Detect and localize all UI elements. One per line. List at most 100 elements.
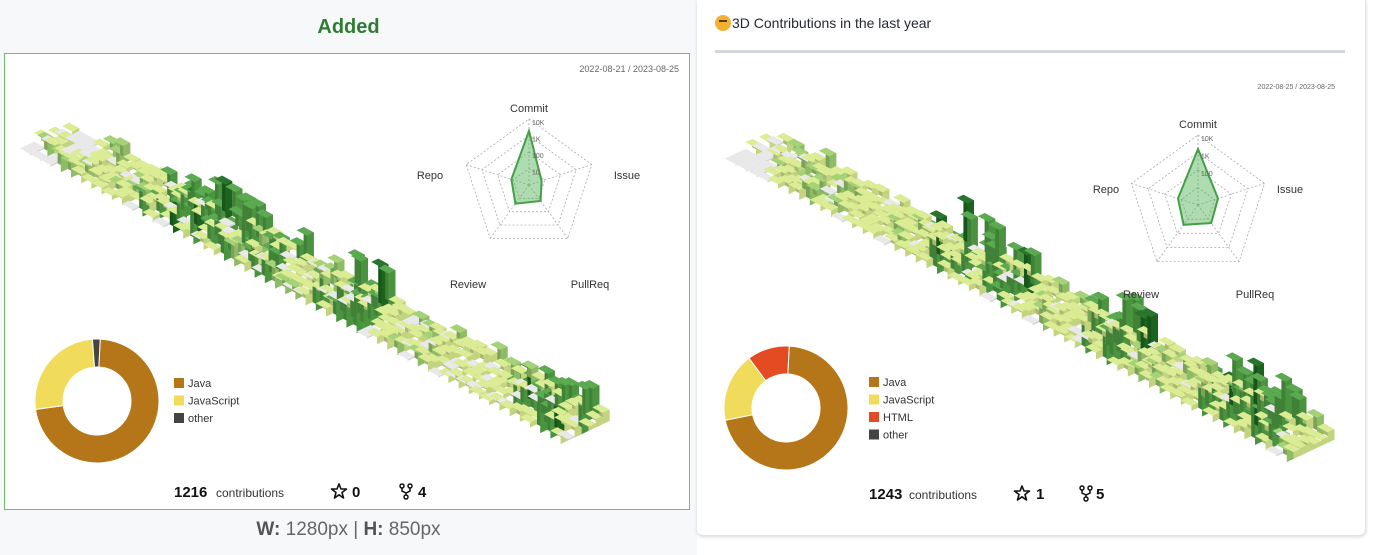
donut-slice bbox=[724, 345, 849, 471]
contribution-block bbox=[173, 221, 191, 239]
contribution-label: contributions bbox=[909, 488, 977, 502]
date-range: 2022-08-25 / 2023-08-25 bbox=[1258, 84, 1336, 91]
right-language-donut bbox=[723, 345, 849, 471]
radar-tick: 10K bbox=[532, 120, 545, 127]
contribution-block bbox=[564, 418, 582, 438]
legend-swatch-other bbox=[174, 413, 184, 423]
contribution-block bbox=[788, 181, 806, 200]
contribution-block bbox=[1018, 302, 1036, 317]
legend-swatch-html bbox=[869, 412, 879, 422]
right-radar-chart: Commit Issue PullReq Review Repo 10K 1K … bbox=[1093, 119, 1303, 301]
radar-tick: 10K bbox=[1201, 136, 1214, 143]
star-count: 1 bbox=[1036, 486, 1044, 503]
emoji-icon bbox=[715, 15, 731, 31]
contribution-block bbox=[113, 137, 131, 164]
contribution-block bbox=[1138, 369, 1156, 388]
donut-slice bbox=[35, 338, 160, 464]
radar-data-area bbox=[1176, 146, 1220, 226]
contribution-block bbox=[1024, 247, 1042, 293]
radar-tick: 100 bbox=[532, 153, 544, 160]
contribution-block bbox=[480, 347, 498, 364]
contribution-block bbox=[585, 410, 603, 428]
contribution-block bbox=[765, 136, 784, 147]
width-label: W: bbox=[256, 519, 281, 540]
left-language-legend: Java JavaScript other bbox=[174, 378, 239, 425]
contribution-block bbox=[1310, 431, 1328, 447]
donut-slice bbox=[748, 345, 790, 382]
contribution-block bbox=[218, 217, 236, 228]
contribution-block bbox=[915, 251, 934, 269]
contribution-block bbox=[1283, 443, 1301, 459]
contribution-block bbox=[578, 418, 596, 431]
contribution-block bbox=[1303, 435, 1321, 450]
radar-data-area bbox=[510, 127, 543, 205]
contribution-block bbox=[152, 217, 170, 228]
height-label: H: bbox=[363, 519, 384, 540]
contribution-block bbox=[234, 254, 252, 273]
contribution-block bbox=[979, 292, 997, 303]
contribution-block bbox=[203, 241, 221, 256]
contribution-block bbox=[873, 235, 891, 246]
radar-tick: 100 bbox=[1201, 171, 1213, 178]
radar-tick: 10 bbox=[532, 170, 540, 177]
contribution-count: 1243 bbox=[869, 486, 902, 503]
contribution-block bbox=[1085, 343, 1103, 360]
left-radar-chart: Commit Issue PullReq Review Repo 10K 1K … bbox=[417, 103, 640, 291]
fork-count: 4 bbox=[418, 484, 427, 501]
radar-label-repo: Repo bbox=[1093, 184, 1119, 196]
left-language-donut bbox=[34, 338, 160, 464]
fork-icon bbox=[399, 483, 413, 500]
contribution-block bbox=[1202, 406, 1220, 423]
radar-label-pullreq: PullReq bbox=[571, 279, 610, 291]
section-header-text: 3D Contributions in the last year bbox=[732, 15, 932, 31]
fork-icon bbox=[1079, 485, 1093, 502]
legend-label-java: Java bbox=[883, 377, 907, 389]
legend-label-javascript: JavaScript bbox=[883, 395, 934, 407]
contribution-block bbox=[592, 404, 610, 425]
star-icon bbox=[330, 483, 348, 499]
legend-swatch-other bbox=[869, 429, 879, 440]
donut-slice bbox=[91, 338, 101, 368]
contribution-block bbox=[366, 328, 384, 345]
radar-label-repo: Repo bbox=[417, 170, 443, 182]
width-value: 1280px | bbox=[280, 519, 364, 540]
size-caption: W: 1280px | H: 850px bbox=[0, 519, 697, 541]
right-contribution-blocks bbox=[725, 133, 1335, 463]
right-stats: 1243 contributions 1 5 bbox=[869, 485, 1104, 503]
star-icon bbox=[1013, 485, 1031, 501]
contribution-block bbox=[1074, 312, 1092, 333]
radar-label-review: Review bbox=[1123, 289, 1159, 301]
contribution-block bbox=[122, 200, 140, 212]
radar-label-issue: Issue bbox=[1277, 184, 1303, 196]
contribution-block bbox=[1317, 423, 1335, 443]
section-header: 3D Contributions in the last year bbox=[715, 15, 931, 31]
fork-count: 5 bbox=[1096, 486, 1104, 503]
contribution-block bbox=[1289, 439, 1308, 456]
radar-label-issue: Issue bbox=[614, 170, 640, 182]
contribution-block bbox=[958, 276, 976, 292]
panel-title: Added bbox=[317, 16, 380, 38]
legend-swatch-javascript bbox=[869, 394, 879, 405]
contribution-block bbox=[40, 156, 58, 167]
radar-tick: 1K bbox=[1201, 154, 1210, 161]
header-divider bbox=[715, 50, 1345, 53]
radar-label-pullreq: PullReq bbox=[1236, 289, 1275, 301]
radar-tick: 1K bbox=[532, 137, 541, 144]
contribution-block bbox=[557, 430, 575, 441]
right-language-legend: Java JavaScript HTML other bbox=[869, 377, 934, 442]
contribution-block bbox=[519, 413, 537, 428]
legend-swatch-java bbox=[174, 378, 184, 388]
height-value: 850px bbox=[383, 519, 441, 540]
contribution-block bbox=[1115, 291, 1133, 335]
radar-label-review: Review bbox=[450, 279, 486, 291]
radar-label-commit: Commit bbox=[1179, 119, 1217, 131]
contribution-block bbox=[27, 141, 45, 153]
legend-label-other: other bbox=[188, 413, 213, 425]
contribution-block bbox=[1063, 310, 1081, 328]
contribution-block bbox=[1106, 356, 1124, 371]
legend-label-html: HTML bbox=[883, 412, 913, 424]
date-range: 2022-08-21 / 2023-08-25 bbox=[579, 64, 679, 74]
contribution-block bbox=[1180, 397, 1199, 411]
contribution-block bbox=[937, 259, 955, 280]
